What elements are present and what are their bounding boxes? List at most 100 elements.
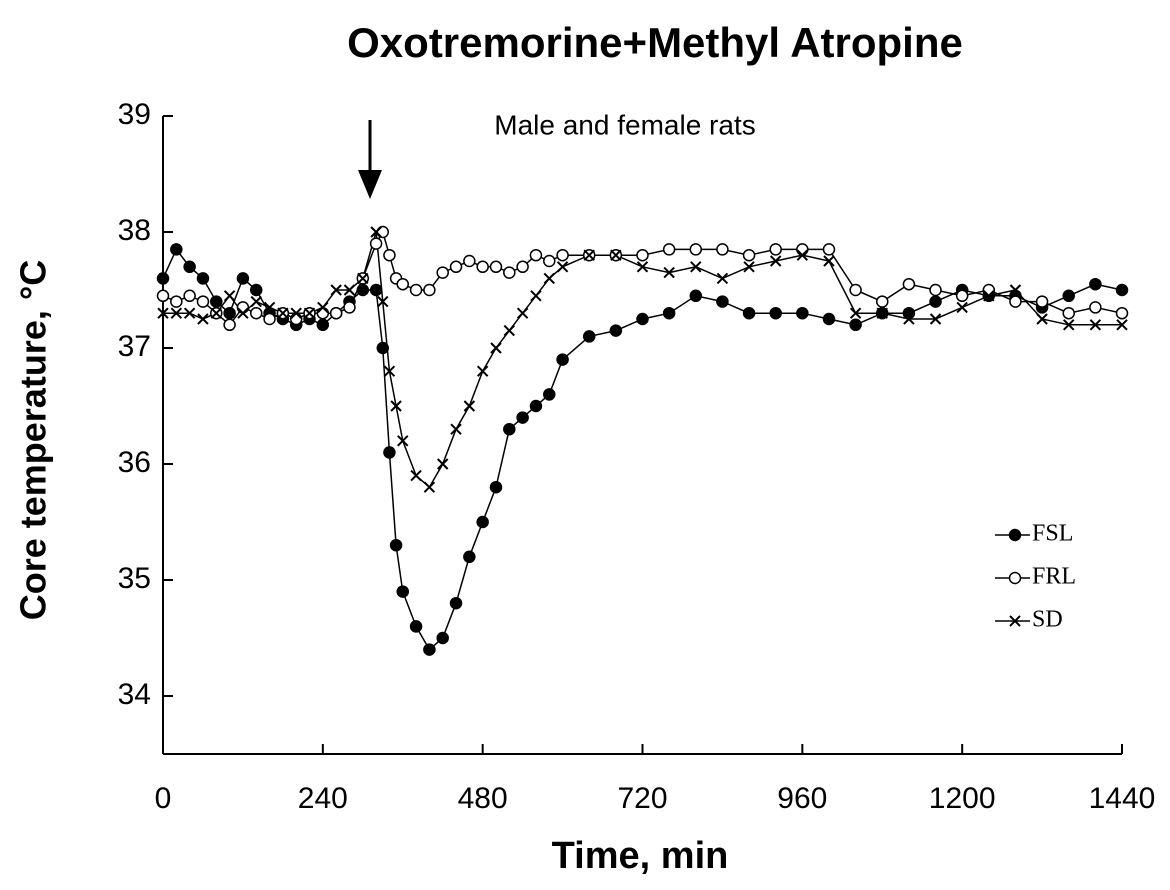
marker xyxy=(369,283,383,297)
marker xyxy=(929,295,942,308)
marker xyxy=(410,469,422,482)
legend-label: FRL xyxy=(1032,564,1076,590)
marker xyxy=(1009,295,1022,308)
marker xyxy=(823,255,835,267)
marker xyxy=(955,289,969,303)
marker xyxy=(196,272,210,285)
marker xyxy=(1009,615,1021,627)
marker xyxy=(370,226,382,238)
marker xyxy=(436,266,449,279)
marker xyxy=(876,307,888,319)
marker xyxy=(1115,283,1129,297)
marker xyxy=(1062,306,1075,320)
marker xyxy=(183,260,196,274)
marker xyxy=(796,306,809,320)
marker xyxy=(423,481,436,493)
y-tick-label: 39 xyxy=(118,98,151,131)
marker xyxy=(742,248,756,262)
marker xyxy=(530,290,542,302)
marker xyxy=(636,261,649,273)
marker xyxy=(249,283,263,297)
marker xyxy=(197,313,209,325)
legend-label: SD xyxy=(1032,607,1063,633)
marker xyxy=(1008,528,1022,542)
marker xyxy=(236,272,250,285)
marker xyxy=(183,289,196,303)
x-tick-label: 480 xyxy=(458,782,508,815)
marker xyxy=(196,295,210,308)
marker xyxy=(357,272,369,285)
y-tick-label: 38 xyxy=(118,214,151,247)
marker xyxy=(343,284,356,296)
marker xyxy=(170,243,183,256)
y-tick-label: 35 xyxy=(118,562,151,595)
marker xyxy=(409,283,423,297)
marker xyxy=(377,295,389,308)
marker xyxy=(689,289,703,303)
x-tick-label: 1200 xyxy=(929,782,996,815)
marker xyxy=(330,284,342,296)
chart-title: Oxotremorine+Methyl Atropine xyxy=(347,19,963,66)
marker xyxy=(1089,277,1102,291)
marker xyxy=(449,596,463,610)
marker xyxy=(396,585,409,598)
marker xyxy=(170,307,183,319)
marker xyxy=(516,411,529,424)
marker xyxy=(929,283,942,297)
marker xyxy=(582,330,596,343)
marker xyxy=(383,248,396,262)
marker xyxy=(303,307,316,319)
marker xyxy=(516,260,529,274)
marker xyxy=(903,313,915,325)
arrow xyxy=(358,120,382,199)
marker xyxy=(663,266,675,279)
marker xyxy=(1008,571,1022,585)
marker xyxy=(223,290,236,302)
marker xyxy=(849,307,862,319)
marker xyxy=(289,312,303,326)
marker xyxy=(503,324,516,337)
marker xyxy=(1062,289,1075,303)
y-axis-label: Core temperature, °C xyxy=(13,260,54,621)
marker xyxy=(290,307,302,319)
marker xyxy=(583,249,595,261)
marker xyxy=(409,620,423,633)
marker xyxy=(1089,301,1102,314)
marker xyxy=(383,365,396,377)
marker xyxy=(210,295,223,308)
marker xyxy=(503,266,516,279)
marker xyxy=(543,272,555,285)
x-tick-label: 240 xyxy=(298,782,348,815)
marker xyxy=(556,261,569,273)
marker xyxy=(263,301,276,314)
marker xyxy=(1115,306,1129,320)
x-tick-label: 960 xyxy=(777,782,827,815)
marker xyxy=(556,248,569,262)
marker xyxy=(876,295,889,308)
marker xyxy=(236,301,250,314)
marker xyxy=(716,243,729,256)
marker xyxy=(1116,319,1128,331)
marker xyxy=(437,458,449,470)
marker xyxy=(490,342,502,354)
marker xyxy=(662,243,676,256)
marker xyxy=(237,307,249,319)
marker xyxy=(716,295,729,308)
marker xyxy=(769,306,782,320)
marker xyxy=(742,306,756,320)
marker xyxy=(983,290,995,302)
marker xyxy=(210,307,222,319)
marker xyxy=(157,307,169,319)
marker xyxy=(822,243,836,256)
marker xyxy=(769,255,782,267)
x-tick-label: 720 xyxy=(617,782,667,815)
marker xyxy=(982,283,996,297)
series-line xyxy=(163,231,1122,489)
marker xyxy=(376,341,390,355)
marker xyxy=(636,312,649,326)
marker xyxy=(689,243,703,256)
y-tick-label: 37 xyxy=(118,330,151,363)
marker xyxy=(1089,319,1102,331)
marker xyxy=(390,400,402,412)
